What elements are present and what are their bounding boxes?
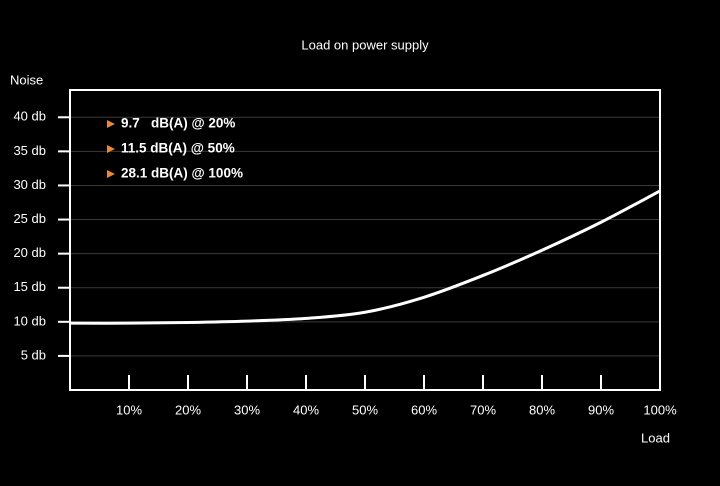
x-tick-label: 10% bbox=[116, 402, 142, 417]
x-tick-label: 30% bbox=[234, 402, 260, 417]
x-tick-label: 100% bbox=[643, 402, 677, 417]
y-tick-label: 25 db bbox=[13, 211, 46, 226]
y-tick-label: 10 db bbox=[13, 313, 46, 328]
y-tick-label: 40 db bbox=[13, 109, 46, 124]
x-tick-label: 80% bbox=[529, 402, 555, 417]
y-tick-label: 35 db bbox=[13, 143, 46, 158]
annotation: 28.1 dB(A) @ 100% bbox=[121, 166, 243, 181]
x-tick-label: 20% bbox=[175, 402, 201, 417]
annotation: 11.5 dB(A) @ 50% bbox=[121, 141, 235, 156]
chart-title: Load on power supply bbox=[301, 37, 429, 52]
y-tick-label: 30 db bbox=[13, 177, 46, 192]
plot-frame bbox=[69, 89, 661, 391]
x-tick-label: 50% bbox=[352, 402, 378, 417]
x-axis-label: Load bbox=[641, 430, 670, 445]
y-tick-label: 20 db bbox=[13, 245, 46, 260]
y-axis-label: Noise bbox=[10, 72, 43, 87]
annotation-marker bbox=[107, 120, 115, 128]
x-tick-label: 60% bbox=[411, 402, 437, 417]
annotation-marker bbox=[107, 145, 115, 153]
annotation-marker bbox=[107, 170, 115, 178]
series-line bbox=[69, 189, 661, 325]
y-tick-label: 15 db bbox=[13, 279, 46, 294]
x-tick-label: 70% bbox=[470, 402, 496, 417]
x-tick-label: 40% bbox=[293, 402, 319, 417]
annotation: 9.7 dB(A) @ 20% bbox=[121, 116, 235, 131]
x-tick-label: 90% bbox=[588, 402, 614, 417]
y-tick-label: 5 db bbox=[21, 347, 46, 362]
